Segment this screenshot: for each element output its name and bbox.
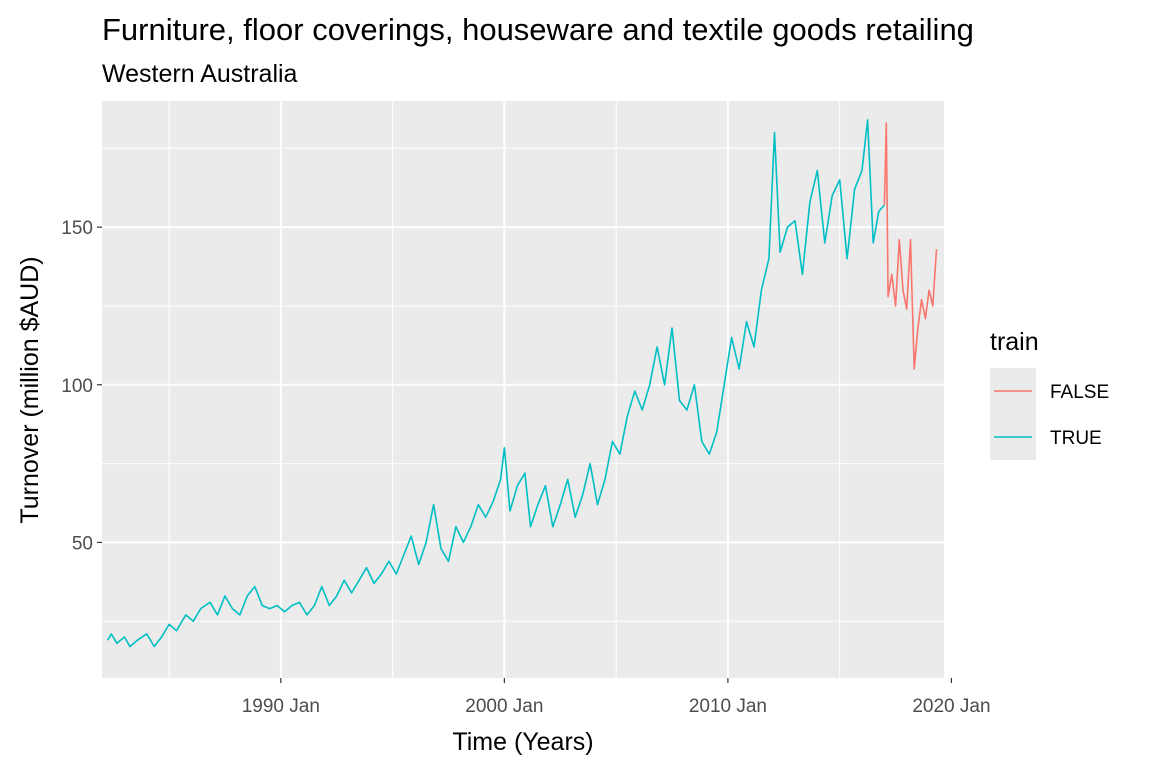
chart-subtitle: Western Australia <box>102 60 298 88</box>
legend-key-bg <box>990 368 1036 460</box>
y-tick-label: 50 <box>72 533 93 554</box>
plot-panel <box>102 101 944 678</box>
minor-gridlines <box>102 101 944 678</box>
x-tick-label: 1990 Jan <box>242 696 320 717</box>
major-gridlines <box>102 101 953 678</box>
x-tick-labels: 1990 Jan 2000 Jan 2010 Jan 2020 Jan <box>242 696 991 717</box>
series-line-true <box>106 119 886 648</box>
axis-ticks <box>97 226 953 683</box>
x-tick-label: 2020 Jan <box>912 696 990 717</box>
series-layer <box>106 119 938 648</box>
x-axis-title: Time (Years) <box>452 728 593 756</box>
x-tick-label: 2000 Jan <box>465 696 543 717</box>
legend: train FALSE TRUE <box>990 328 1109 460</box>
legend-title: train <box>990 328 1039 356</box>
chart-title: Furniture, floor coverings, houseware an… <box>102 12 974 47</box>
legend-label-true: TRUE <box>1050 428 1102 449</box>
y-axis-title: Turnover (million $AUD) <box>16 256 44 523</box>
y-tick-label: 100 <box>61 376 93 397</box>
y-tick-label: 150 <box>61 218 93 239</box>
series-line-false <box>883 122 938 370</box>
legend-label-false: FALSE <box>1050 382 1109 403</box>
x-tick-label: 2010 Jan <box>689 696 767 717</box>
y-tick-labels: 50 100 150 <box>61 218 93 554</box>
